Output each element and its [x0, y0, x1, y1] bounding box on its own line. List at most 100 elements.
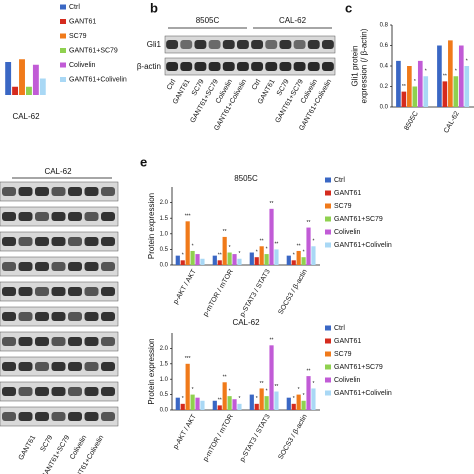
significance: *	[414, 79, 416, 85]
y-tick-label: 0.4	[380, 64, 389, 70]
bar	[401, 91, 407, 107]
bar	[237, 403, 242, 410]
bar	[254, 403, 259, 410]
band	[51, 187, 66, 196]
bar	[412, 86, 418, 107]
blot-header: CAL-62	[44, 167, 72, 176]
band	[84, 187, 99, 196]
y-tick-label: 1.5	[160, 216, 169, 222]
band	[68, 412, 82, 421]
significance: *	[182, 396, 184, 402]
y-tick-label: 0.6	[380, 43, 389, 49]
legend-label: GANT61+SC79	[69, 47, 118, 54]
legend-swatch	[325, 190, 331, 196]
band	[101, 312, 115, 321]
band	[68, 337, 82, 346]
bar	[311, 388, 316, 410]
legend-swatch	[60, 4, 66, 10]
bar	[222, 236, 227, 265]
bar	[269, 208, 274, 265]
bar	[301, 257, 306, 265]
legend-label: Colivelin	[334, 229, 361, 236]
significance: *	[266, 246, 268, 252]
significance: *	[266, 388, 268, 394]
bar	[453, 76, 459, 107]
band	[35, 262, 49, 271]
band	[101, 187, 115, 196]
significance: **	[307, 368, 311, 374]
band	[18, 312, 33, 321]
significance: *	[466, 58, 468, 64]
group-label: 8505C	[196, 16, 220, 25]
bar	[227, 252, 232, 265]
legend-label: GANT61	[334, 338, 361, 345]
legend-label: SC79	[69, 33, 87, 40]
x-tick-label: CAL-62	[12, 112, 40, 121]
legend-swatch	[325, 364, 331, 370]
y-tick-label: 0.8	[380, 23, 389, 29]
band	[194, 62, 207, 71]
bar	[200, 400, 205, 410]
bar	[311, 246, 316, 265]
band	[35, 312, 49, 321]
band	[265, 62, 278, 71]
legend-swatch	[60, 62, 66, 68]
legend-swatch	[60, 48, 66, 53]
band	[194, 40, 207, 49]
bar	[32, 64, 39, 95]
band	[84, 312, 99, 321]
band	[166, 40, 179, 49]
band	[2, 187, 16, 196]
band	[101, 262, 115, 271]
significance: *	[425, 69, 427, 75]
band	[18, 362, 33, 371]
significance: *	[192, 387, 194, 393]
band	[101, 362, 115, 371]
band	[68, 262, 82, 271]
bar	[5, 62, 12, 95]
legend-label: SC79	[334, 351, 352, 358]
band	[84, 262, 99, 271]
blot-row	[164, 57, 336, 76]
bar	[180, 403, 185, 410]
bar	[274, 249, 279, 265]
band	[222, 62, 235, 71]
y-tick-label: 0.0	[160, 408, 169, 414]
band	[293, 62, 306, 71]
band	[2, 387, 16, 396]
band	[84, 287, 99, 296]
bar	[259, 388, 264, 410]
band	[35, 237, 49, 246]
bar	[442, 81, 448, 107]
legend-swatch	[60, 19, 66, 24]
bar	[437, 45, 442, 107]
blot-row	[164, 35, 336, 54]
band	[101, 287, 115, 296]
band	[2, 262, 16, 271]
bar	[12, 86, 19, 95]
bar	[232, 399, 237, 410]
significance: **	[260, 381, 264, 387]
band	[51, 237, 66, 246]
bar	[237, 258, 242, 265]
bar	[301, 400, 306, 410]
band	[18, 337, 33, 346]
band	[251, 40, 264, 49]
legend-swatch	[325, 216, 331, 222]
band	[208, 62, 221, 71]
significance: **	[274, 384, 278, 390]
bar	[291, 403, 296, 410]
legend-label: GANT61	[69, 18, 96, 25]
y-tick-label: 2.0	[160, 200, 169, 206]
row-label: Gli1	[147, 40, 162, 49]
bar	[212, 255, 217, 265]
band	[35, 412, 49, 421]
bar	[259, 246, 264, 265]
bar	[423, 76, 429, 107]
y-tick-label: 1.0	[160, 231, 169, 237]
significance: *	[192, 243, 194, 249]
band	[68, 237, 82, 246]
bar	[227, 396, 232, 410]
bar	[464, 66, 470, 107]
